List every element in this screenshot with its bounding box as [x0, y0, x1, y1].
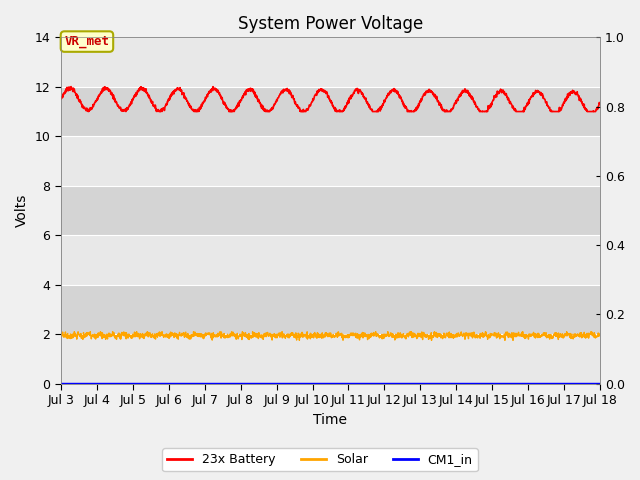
Bar [61, 235, 600, 285]
Legend: 23x Battery, Solar, CM1_in: 23x Battery, Solar, CM1_in [163, 448, 477, 471]
Solar [428, 337, 435, 343]
Solar [596, 331, 604, 336]
Line: 23x Battery: 23x Battery [61, 86, 600, 111]
Solar [319, 333, 327, 339]
Bar [61, 334, 600, 384]
23x Battery [320, 87, 328, 93]
CM1_in [305, 381, 312, 386]
CM1_in [84, 381, 92, 386]
Solar [482, 329, 490, 335]
23x Battery [305, 102, 313, 108]
23x Battery [84, 108, 92, 114]
Solar [57, 333, 65, 338]
Text: VR_met: VR_met [65, 35, 109, 48]
Y-axis label: Volts: Volts [15, 194, 29, 227]
CM1_in [580, 381, 588, 386]
Bar [61, 186, 600, 235]
23x Battery [482, 108, 490, 114]
Solar [305, 332, 313, 338]
Title: System Power Voltage: System Power Voltage [238, 15, 423, 33]
Solar [70, 329, 78, 335]
23x Battery [67, 84, 75, 89]
X-axis label: Time: Time [314, 413, 348, 427]
CM1_in [319, 381, 327, 386]
CM1_in [580, 381, 588, 386]
23x Battery [596, 100, 604, 106]
Bar [61, 87, 600, 136]
23x Battery [581, 105, 589, 110]
CM1_in [482, 381, 490, 386]
CM1_in [596, 381, 604, 386]
23x Battery [581, 106, 589, 111]
Solar [84, 331, 92, 336]
Bar [61, 136, 600, 186]
23x Battery [85, 107, 93, 113]
CM1_in [57, 381, 65, 386]
Solar [581, 333, 589, 339]
Bar [61, 285, 600, 334]
Bar [61, 37, 600, 87]
Line: Solar: Solar [61, 332, 600, 340]
23x Battery [57, 95, 65, 100]
Solar [581, 332, 589, 337]
